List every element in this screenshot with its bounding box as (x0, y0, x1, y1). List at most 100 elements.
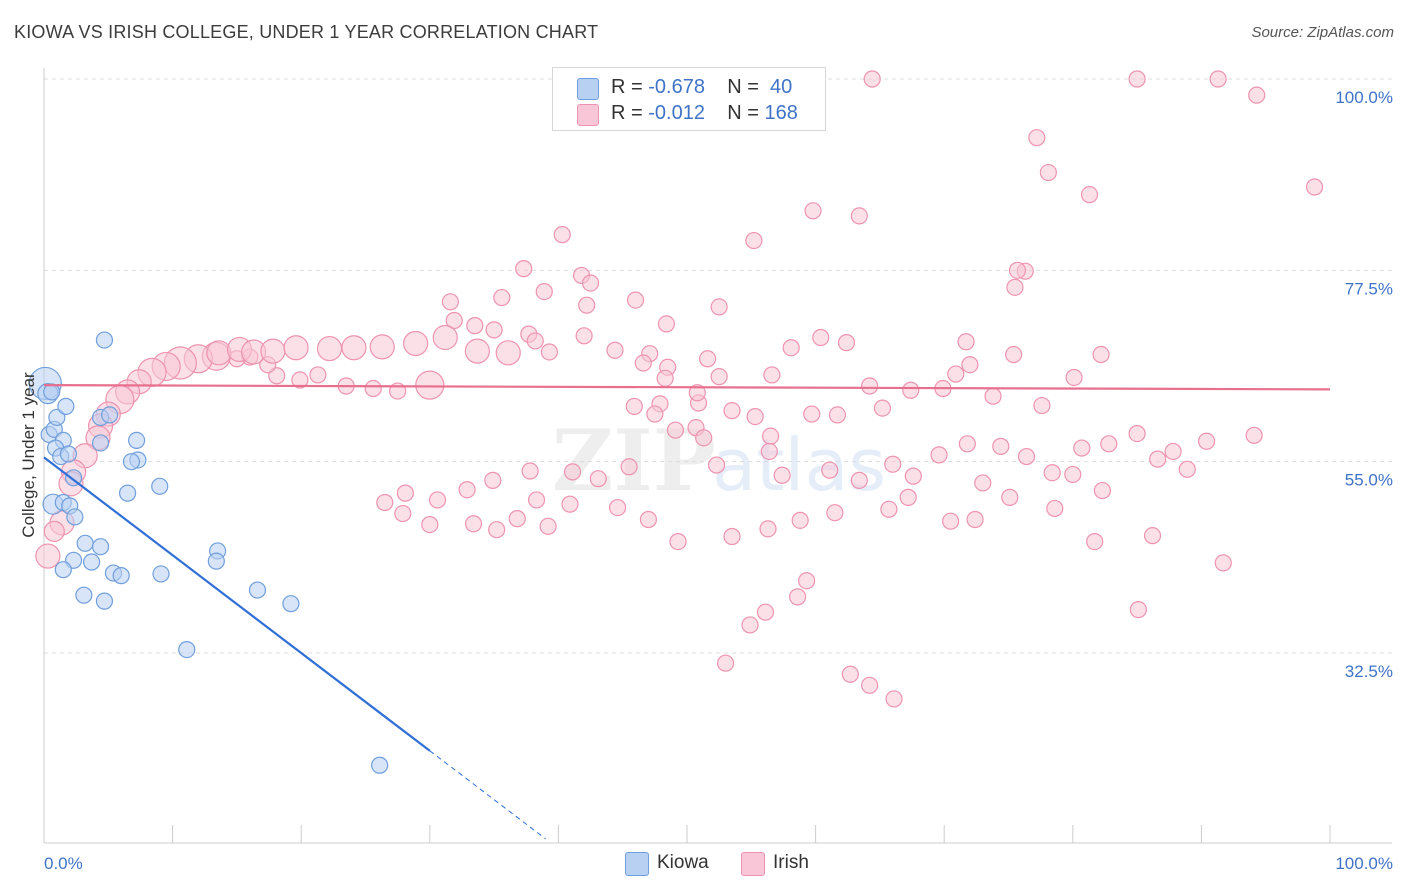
irish-point-94 (759, 520, 777, 538)
irish-point-10 (553, 226, 571, 244)
irish-point-11 (745, 231, 763, 250)
kiowa-legend-swatch (625, 852, 649, 876)
irish-point-108 (396, 484, 414, 502)
irish-point-114 (589, 470, 607, 488)
y-tick-label-3: 100.0% (1335, 88, 1393, 107)
kiowa-point-2 (43, 383, 61, 401)
watermark-atlas: atlas (712, 423, 886, 507)
irish-point-71 (958, 435, 976, 453)
irish-point-112 (521, 462, 539, 480)
kiowa-point-24 (118, 484, 137, 502)
kiowa-point-35 (95, 592, 114, 610)
irish-point-46 (902, 381, 920, 399)
irish-point-117 (1143, 527, 1162, 545)
irish-point-115 (620, 458, 638, 476)
irish-point-167 (526, 332, 544, 350)
irish-point-164 (432, 324, 458, 351)
irish-point-104 (464, 515, 483, 533)
irish-point-56 (723, 402, 741, 420)
irish-point-39 (1005, 345, 1023, 364)
irish-point-50 (1033, 396, 1051, 415)
irish-point-82 (1064, 465, 1082, 484)
irish-point-93 (791, 511, 809, 529)
kiowa-point-13 (100, 406, 119, 424)
irish-point-158 (260, 338, 286, 364)
irish-point-168 (606, 341, 624, 359)
irish-point-99 (561, 495, 579, 513)
irish-point-89 (1046, 499, 1064, 518)
irish-point-32 (837, 334, 856, 352)
irish-point-61 (761, 427, 780, 445)
irish-point-154 (35, 543, 61, 569)
irish-point-52 (828, 406, 847, 424)
irish-point-27 (485, 321, 503, 339)
irish-point-153 (43, 520, 65, 542)
irish-point-68 (884, 455, 902, 473)
kiowa-n-label: N = (727, 76, 759, 98)
kiowa-series (28, 331, 389, 774)
irish-point-69 (904, 467, 922, 485)
irish-point-14 (581, 274, 600, 292)
kiowa-r-value: -0.678 (648, 76, 705, 98)
irish-swatch (577, 104, 599, 126)
irish-point-37 (961, 356, 979, 374)
irish-point-51 (803, 405, 821, 423)
kiowa-point-27 (54, 561, 72, 579)
irish-point-110 (458, 481, 476, 499)
irish-point-80 (1197, 432, 1216, 450)
irish-point-42 (698, 350, 717, 368)
irish-point-2 (1209, 70, 1227, 88)
kiowa-trend-line (43, 456, 431, 752)
irish-point-7 (1080, 186, 1099, 204)
irish-point-123 (741, 616, 759, 634)
irish-point-62 (746, 407, 764, 426)
irish-point-163 (403, 330, 429, 357)
irish-point-23 (710, 298, 728, 316)
irish-point-72 (974, 474, 992, 492)
irish-point-36 (812, 328, 830, 347)
kiowa-point-33 (207, 552, 225, 570)
y-tick-label-2: 77.5% (1345, 279, 1393, 298)
irish-point-75 (1043, 464, 1061, 482)
kiowa-legend-label: Kiowa (657, 852, 709, 873)
chart-title: KIOWA VS IRISH COLLEGE, UNDER 1 YEAR COR… (14, 22, 599, 42)
irish-point-65 (773, 466, 791, 484)
correlation-legend: R = -0.678 N = 40 R = -0.012 N = 168 (552, 67, 826, 131)
irish-point-78 (1128, 425, 1146, 443)
irish-point-85 (1178, 460, 1196, 478)
irish-point-79 (1164, 442, 1182, 461)
kiowa-point-6 (57, 397, 75, 415)
irish-legend-label: Irish (773, 852, 809, 873)
irish-point-58 (695, 429, 713, 447)
irish-point-84 (1149, 450, 1167, 468)
irish-point-166 (495, 340, 521, 366)
irish-point-64 (707, 456, 726, 474)
irish-point-19 (493, 288, 511, 307)
irish-legend-swatch (741, 852, 765, 876)
irish-point-5 (1028, 129, 1046, 147)
irish-point-113 (563, 463, 582, 481)
irish-point-106 (394, 504, 412, 523)
kiowa-swatch (577, 78, 599, 100)
kiowa-point-31 (152, 565, 170, 583)
irish-point-12 (515, 260, 533, 278)
irish-point-6 (1039, 163, 1057, 182)
irish-point-49 (984, 387, 1002, 405)
irish-point-111 (484, 471, 502, 489)
irish-point-24 (657, 315, 676, 333)
kiowa-n-value: 40 (770, 76, 793, 98)
kiowa-point-36 (248, 581, 267, 599)
irish-point-33 (1092, 345, 1110, 364)
irish-point-66 (821, 461, 839, 479)
irish-point-155 (206, 340, 232, 366)
irish-point-17 (1008, 261, 1027, 279)
grid-lines (44, 78, 1392, 654)
irish-point-97 (639, 510, 658, 529)
irish-point-43 (710, 368, 728, 386)
kiowa-point-17 (122, 453, 141, 471)
kiowa-point-28 (82, 553, 101, 571)
kiowa-point-25 (151, 477, 169, 495)
irish-point-118 (1214, 554, 1232, 572)
kiowa-point-21 (66, 508, 84, 526)
